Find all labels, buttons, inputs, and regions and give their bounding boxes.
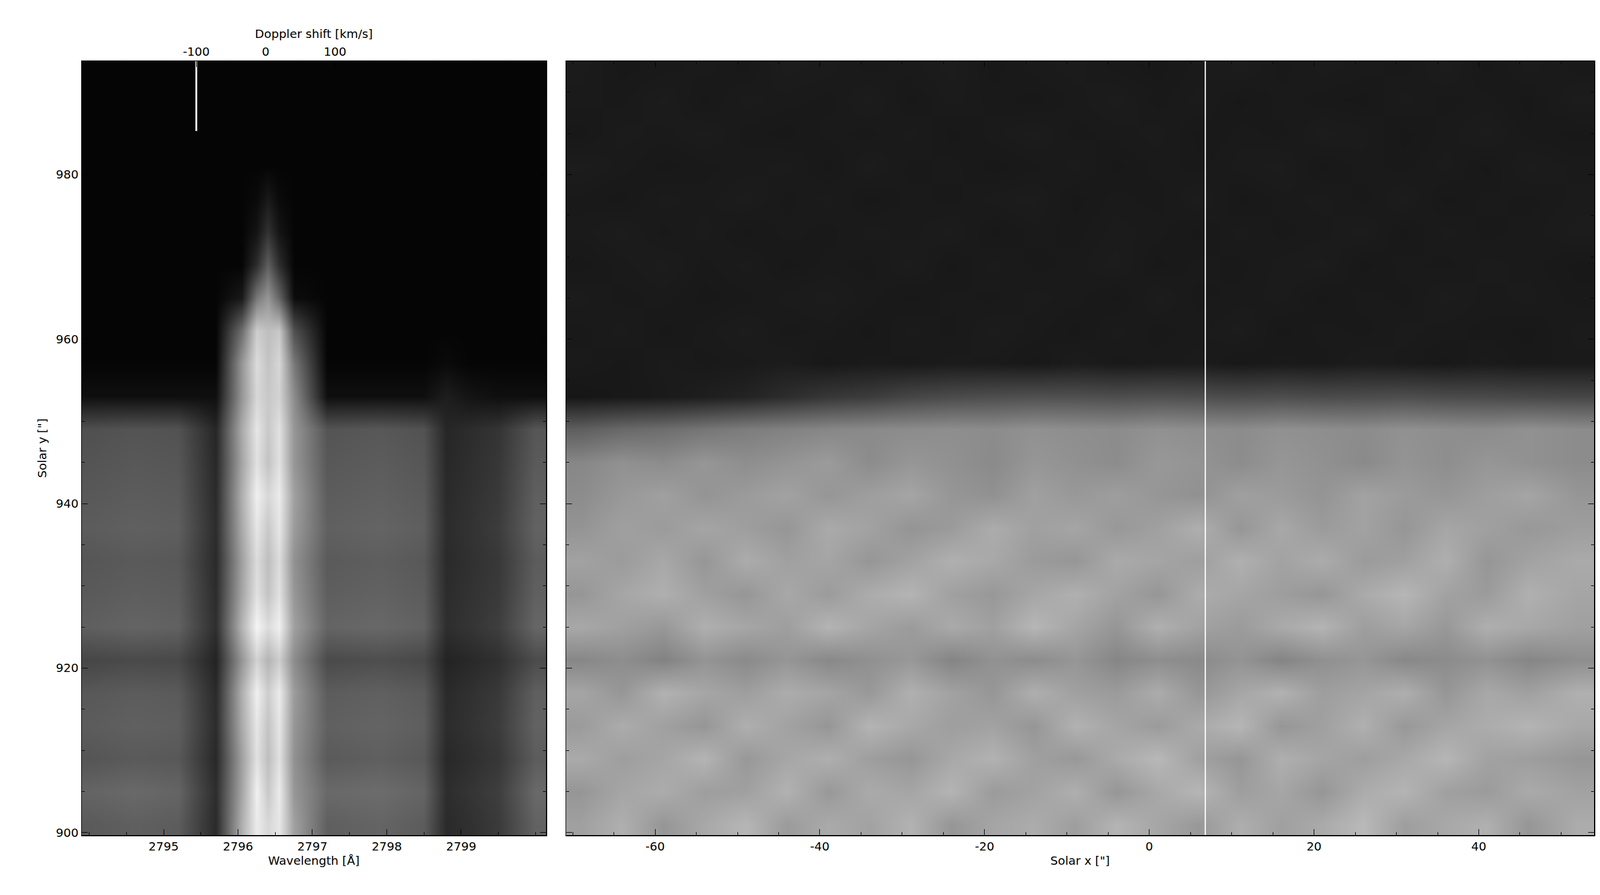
svg-text:Solar x ["]: Solar x ["] [1050, 853, 1110, 868]
svg-text:Solar y ["]: Solar y ["] [34, 417, 50, 478]
svg-text:2796: 2796 [222, 838, 254, 854]
svg-text:980: 980 [55, 167, 79, 182]
svg-text:920: 920 [55, 660, 79, 675]
svg-text:0: 0 [262, 44, 270, 59]
svg-text:20: 20 [1306, 838, 1322, 854]
svg-text:900: 900 [55, 825, 79, 840]
svg-text:-40: -40 [810, 838, 830, 854]
svg-text:940: 940 [55, 496, 79, 511]
svg-text:960: 960 [55, 331, 79, 347]
svg-text:2795: 2795 [148, 838, 180, 854]
svg-text:2799: 2799 [445, 838, 477, 854]
svg-text:-20: -20 [974, 838, 995, 854]
svg-text:2798: 2798 [371, 838, 402, 854]
svg-text:-100: -100 [182, 44, 210, 59]
svg-text:0: 0 [1145, 838, 1154, 854]
svg-text:40: 40 [1471, 838, 1487, 854]
svg-text:2797: 2797 [297, 838, 328, 854]
svg-text:100: 100 [323, 44, 347, 59]
svg-text:Doppler shift [km/s]: Doppler shift [km/s] [254, 26, 373, 41]
svg-text:Wavelength [Å]: Wavelength [Å] [267, 853, 360, 868]
svg-text:-60: -60 [645, 838, 666, 854]
